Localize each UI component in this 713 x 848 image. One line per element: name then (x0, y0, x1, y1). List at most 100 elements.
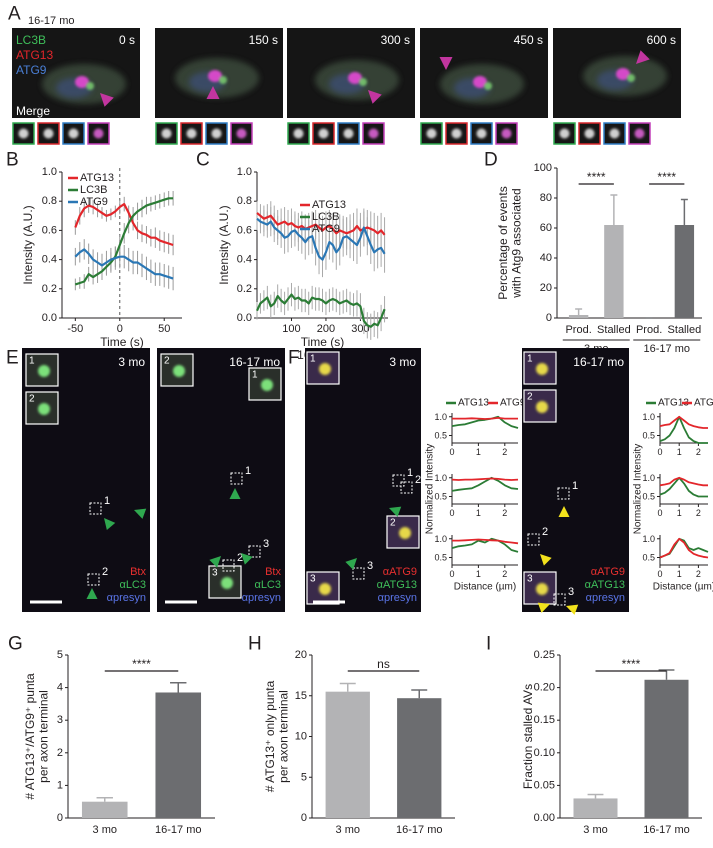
x-tick-label: 100 (282, 323, 300, 335)
y-tick-label: 0.4 (237, 254, 252, 266)
roi-box (87, 573, 100, 586)
stain-label: αLC3 (119, 579, 146, 591)
legend-label: ATG13 (80, 172, 114, 184)
panel-label: F (288, 348, 300, 369)
puncta (219, 76, 227, 84)
legend-label: ATG13 (312, 199, 346, 211)
series-line (452, 538, 519, 545)
x-tick-label: 2 (696, 569, 701, 579)
legend-label: ATG9 (80, 196, 108, 208)
roi-box (557, 487, 570, 500)
roi-box (400, 481, 413, 494)
stain-label: αpresyn (242, 592, 281, 604)
inset-number: 1 (310, 354, 316, 365)
y-tick-label: 0 (301, 812, 307, 824)
series-line (451, 476, 519, 492)
x-tick-label: 1 (677, 569, 682, 579)
legend-label: ATG13 (458, 398, 489, 409)
legend-label: ATG9 (694, 398, 713, 409)
y-tick-label: 0.5 (642, 431, 655, 441)
y-tick-label: 10 (295, 731, 307, 743)
roi-box (553, 593, 566, 606)
y-tick-label: 1.0 (642, 473, 655, 483)
y-axis-label: per axon terminal (37, 690, 51, 783)
y-axis-label: Intensity (A.U.) (217, 205, 231, 284)
arrowhead (540, 554, 552, 566)
arrowhead (206, 86, 220, 99)
y-axis-label: with Atg9 associated (510, 188, 524, 298)
age-label: 16-17 mo (573, 355, 624, 369)
arrowhead (134, 508, 147, 519)
inset-number: 2 (527, 392, 533, 403)
x-tick-label: 1 (677, 447, 682, 457)
thumbnail-signal (186, 128, 197, 139)
thumbnail-signal (43, 128, 54, 139)
inset-number: 3 (527, 574, 533, 585)
inset-number: 2 (164, 356, 170, 367)
y-tick-label: 0.5 (642, 553, 655, 563)
puncta (616, 68, 630, 80)
arrowhead (439, 57, 453, 70)
y-tick-label: 0 (57, 812, 63, 824)
inset-signal (319, 583, 331, 595)
thumbnail-signal (634, 128, 645, 139)
arrowhead (86, 588, 98, 599)
thumbnail-signal (501, 128, 512, 139)
arrowhead (104, 518, 116, 530)
puncta (348, 72, 362, 84)
legend-label: ATG9 (312, 223, 340, 235)
arrowhead (566, 604, 579, 615)
x-tick-label: 2 (502, 569, 507, 579)
thumbnail-signal (451, 128, 462, 139)
channel-label: ATG13 (16, 48, 53, 62)
bar (568, 315, 589, 318)
x-tick-label: 0 (449, 508, 454, 518)
stain-label: αLC3 (254, 579, 281, 591)
x-tick-label: 1 (476, 569, 481, 579)
legend-label: ATG13 (658, 398, 689, 409)
inset-signal (536, 401, 548, 413)
bar (397, 698, 442, 818)
y-tick-label: 0.5 (642, 492, 655, 502)
legend-label: ATG9 (500, 398, 526, 409)
channel-label: LC3B (16, 33, 46, 47)
x-tick-label: 2 (696, 447, 701, 457)
y-tick-label: 0 (546, 312, 552, 324)
legend-label: LC3B (80, 184, 108, 196)
channel-label: ATG9 (16, 63, 47, 77)
time-label: 600 s (647, 33, 676, 47)
inset-number: 1 (29, 356, 35, 367)
roi-number: 3 (263, 538, 269, 550)
panel-label: C (196, 150, 210, 171)
panel-label: H (248, 634, 262, 655)
thumbnail-signal (368, 128, 379, 139)
age-label: 16-17 mo (28, 15, 74, 27)
puncta (473, 76, 487, 88)
y-axis-label: # ATG13⁺ only punta (263, 680, 277, 792)
x-tick-label: 16-17 mo (155, 824, 201, 836)
inset-signal (319, 363, 331, 375)
x-tick-label: Prod. (565, 324, 591, 336)
x-tick-label: 1 (476, 447, 481, 457)
roi-number: 1 (245, 465, 251, 477)
stain-label: αATG9 (383, 566, 417, 578)
y-tick-label: 5 (57, 649, 63, 661)
bar (604, 225, 624, 318)
y-tick-label: 1.0 (434, 473, 447, 483)
y-tick-label: 0.05 (534, 779, 555, 791)
x-tick-label: 3 mo (583, 824, 607, 836)
y-tick-label: 0.5 (434, 431, 447, 441)
y-tick-label: 0.2 (237, 283, 252, 295)
y-axis-label: Fraction stalled AVs (521, 684, 535, 789)
panel-label: D (484, 150, 498, 171)
x-tick-label: Prod. (636, 324, 662, 336)
micrograph (305, 348, 421, 612)
roi-number: 1 (407, 467, 413, 479)
y-tick-label: 0.25 (534, 649, 555, 661)
y-tick-label: 0.15 (534, 714, 555, 726)
puncta (359, 78, 367, 86)
y-tick-label: 0.0 (42, 312, 57, 324)
series-line (659, 476, 708, 487)
roi-number: 2 (542, 526, 548, 538)
y-tick-label: 1 (57, 779, 63, 791)
